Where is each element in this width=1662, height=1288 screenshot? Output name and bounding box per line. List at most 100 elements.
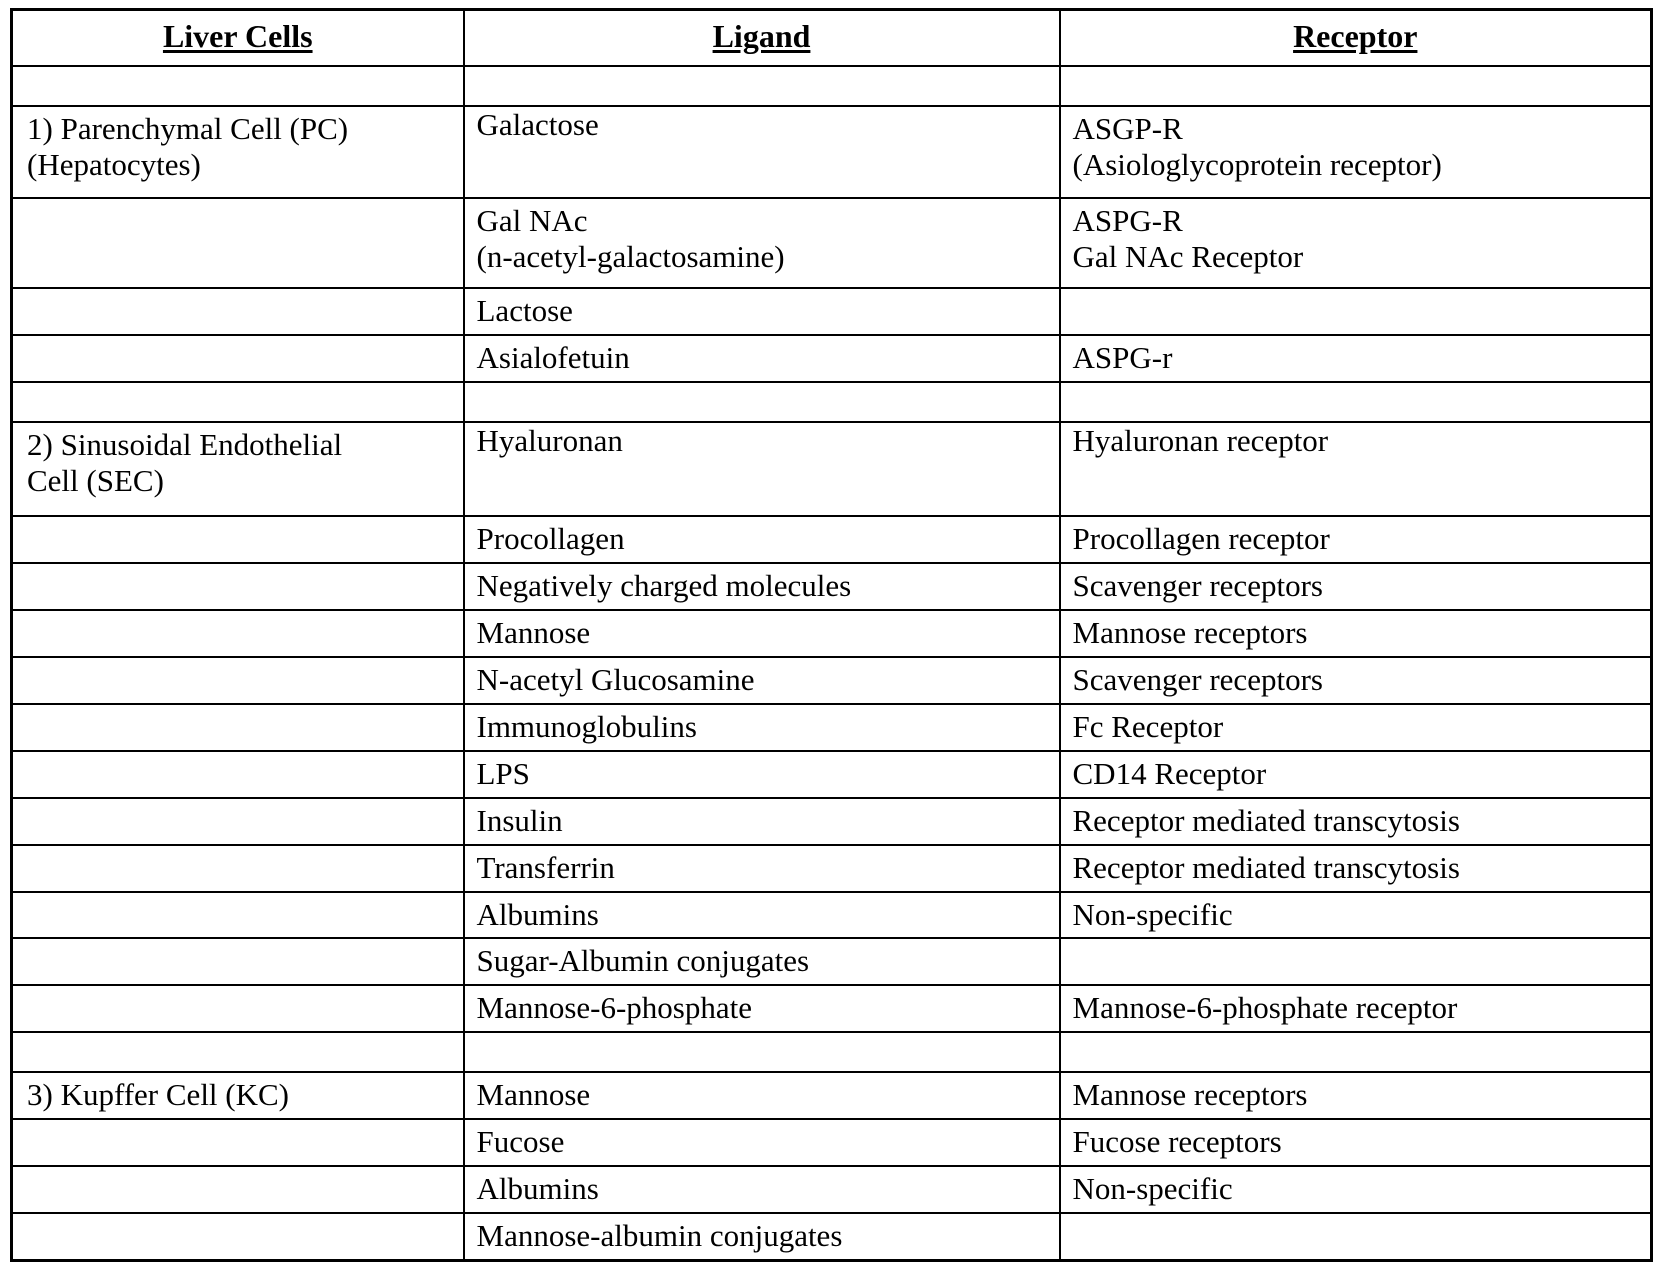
- cell-ligand: Transferrin: [464, 845, 1060, 892]
- cell-receptor: [1060, 938, 1652, 985]
- cell-liver-cells: [12, 845, 464, 892]
- liver-cells-ligand-receptor-table: Liver Cells Ligand Receptor 1) Parenchym…: [10, 8, 1653, 1262]
- cell-receptor-text: Mannose receptors: [1061, 1073, 1651, 1118]
- cell-liver-cells-text: [13, 752, 463, 762]
- cell-liver-cells-text: [13, 799, 463, 809]
- cell-liver-cells: [12, 892, 464, 939]
- cell-receptor: Mannose receptors: [1060, 1072, 1652, 1119]
- cell-receptor-text: Hyaluronan receptor: [1061, 423, 1651, 459]
- cell-receptor-text: [1061, 939, 1651, 949]
- spacer-cell-text: [1061, 383, 1651, 393]
- spacer-cell-text: [465, 383, 1059, 393]
- cell-receptor: Procollagen receptor: [1060, 516, 1652, 563]
- cell-receptor: ASPG-r: [1060, 335, 1652, 382]
- table-row: ImmunoglobulinsFc Receptor: [12, 704, 1652, 751]
- cell-liver-cells-text: [13, 1214, 463, 1224]
- table-row: Mannose-albumin conjugates: [12, 1213, 1652, 1260]
- cell-ligand-text: Albumins: [465, 893, 1059, 938]
- cell-liver-cells: [12, 610, 464, 657]
- cell-liver-cells-text: 3) Kupffer Cell (KC): [13, 1073, 463, 1118]
- cell-liver-cells: [12, 335, 464, 382]
- spacer-cell: [1060, 1032, 1652, 1072]
- cell-ligand: Lactose: [464, 288, 1060, 335]
- table-spacer-row: [12, 382, 1652, 422]
- table-row: 2) Sinusoidal Endothelial Cell (SEC)Hyal…: [12, 422, 1652, 516]
- cell-liver-cells: [12, 198, 464, 288]
- table-row: AlbuminsNon-specific: [12, 892, 1652, 939]
- cell-receptor-text: Scavenger receptors: [1061, 658, 1651, 703]
- cell-ligand-text: Asialofetuin: [465, 336, 1059, 381]
- spacer-cell-text: [1061, 1033, 1651, 1043]
- cell-receptor: ASGP-R (Asiologlycoprotein receptor): [1060, 106, 1652, 198]
- spacer-cell: [1060, 66, 1652, 106]
- spacer-cell-text: [465, 67, 1059, 77]
- table-header: Liver Cells Ligand Receptor: [12, 10, 1652, 67]
- table-row: LPSCD14 Receptor: [12, 751, 1652, 798]
- cell-ligand-text: Mannose: [465, 1073, 1059, 1118]
- cell-receptor-text: ASPG-r: [1061, 336, 1651, 381]
- cell-ligand-text: Hyaluronan: [465, 423, 1059, 459]
- cell-liver-cells-text: [13, 336, 463, 346]
- cell-receptor-text: CD14 Receptor: [1061, 752, 1651, 797]
- cell-receptor: Fucose receptors: [1060, 1119, 1652, 1166]
- cell-receptor: Receptor mediated transcytosis: [1060, 845, 1652, 892]
- cell-receptor-text: Non-specific: [1061, 893, 1651, 938]
- cell-liver-cells: 1) Parenchymal Cell (PC) (Hepatocytes): [12, 106, 464, 198]
- table-row: Sugar-Albumin conjugates: [12, 938, 1652, 985]
- cell-ligand: Sugar-Albumin conjugates: [464, 938, 1060, 985]
- cell-ligand-text: Lactose: [465, 289, 1059, 334]
- cell-receptor: Fc Receptor: [1060, 704, 1652, 751]
- cell-receptor: [1060, 288, 1652, 335]
- spacer-cell: [12, 382, 464, 422]
- cell-liver-cells: [12, 704, 464, 751]
- cell-ligand: Mannose-albumin conjugates: [464, 1213, 1060, 1260]
- table-row: Lactose: [12, 288, 1652, 335]
- spacer-cell-text: [13, 1033, 463, 1043]
- cell-liver-cells-text: [13, 1120, 463, 1130]
- cell-receptor: ASPG-R Gal NAc Receptor: [1060, 198, 1652, 288]
- spacer-cell: [464, 382, 1060, 422]
- cell-ligand: Galactose: [464, 106, 1060, 198]
- table-body: 1) Parenchymal Cell (PC) (Hepatocytes)Ga…: [12, 66, 1652, 1261]
- spacer-cell: [464, 66, 1060, 106]
- cell-ligand-text: Procollagen: [465, 517, 1059, 562]
- cell-ligand: Asialofetuin: [464, 335, 1060, 382]
- column-header-ligand-label: Ligand: [713, 18, 811, 55]
- spacer-cell-text: [13, 67, 463, 77]
- cell-ligand-text: Mannose-albumin conjugates: [465, 1214, 1059, 1259]
- spacer-cell: [12, 1032, 464, 1072]
- cell-ligand: Albumins: [464, 1166, 1060, 1213]
- cell-ligand-text: N-acetyl Glucosamine: [465, 658, 1059, 703]
- table-row: AlbuminsNon-specific: [12, 1166, 1652, 1213]
- cell-receptor-text: Scavenger receptors: [1061, 564, 1651, 609]
- spacer-cell-text: [13, 383, 463, 393]
- cell-ligand: Immunoglobulins: [464, 704, 1060, 751]
- table-row: Negatively charged moleculesScavenger re…: [12, 563, 1652, 610]
- table-header-row: Liver Cells Ligand Receptor: [12, 10, 1652, 67]
- cell-receptor: Scavenger receptors: [1060, 657, 1652, 704]
- cell-ligand-text: Fucose: [465, 1120, 1059, 1165]
- cell-receptor-text: Receptor mediated transcytosis: [1061, 799, 1651, 844]
- cell-liver-cells-text: [13, 199, 463, 209]
- cell-liver-cells-text: [13, 893, 463, 903]
- table-row: AsialofetuinASPG-r: [12, 335, 1652, 382]
- column-header-receptor-label: Receptor: [1293, 18, 1417, 55]
- column-header-liver-cells-label: Liver Cells: [163, 18, 313, 55]
- table-row: InsulinReceptor mediated transcytosis: [12, 798, 1652, 845]
- cell-receptor-text: Receptor mediated transcytosis: [1061, 846, 1651, 891]
- table-spacer-row: [12, 1032, 1652, 1072]
- cell-ligand: Mannose-6-phosphate: [464, 985, 1060, 1032]
- spacer-cell: [464, 1032, 1060, 1072]
- cell-ligand: N-acetyl Glucosamine: [464, 657, 1060, 704]
- cell-liver-cells: [12, 657, 464, 704]
- spacer-cell: [12, 66, 464, 106]
- cell-ligand: Mannose: [464, 610, 1060, 657]
- cell-receptor: Mannose-6-phosphate receptor: [1060, 985, 1652, 1032]
- cell-ligand-text: Albumins: [465, 1167, 1059, 1212]
- cell-ligand-text: Gal NAc (n-acetyl-galactosamine): [465, 199, 1059, 280]
- cell-liver-cells-text: [13, 705, 463, 715]
- table-row: TransferrinReceptor mediated transcytosi…: [12, 845, 1652, 892]
- cell-liver-cells: [12, 288, 464, 335]
- cell-liver-cells-text: [13, 658, 463, 668]
- column-header-ligand: Ligand: [464, 10, 1060, 67]
